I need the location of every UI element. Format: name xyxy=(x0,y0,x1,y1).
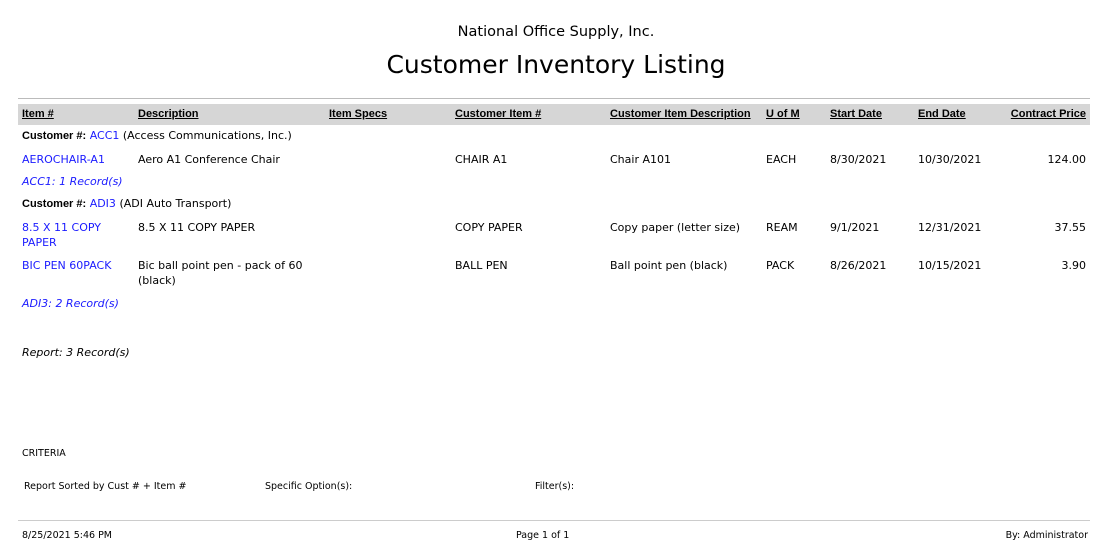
unit-of-measure: EACH xyxy=(766,153,797,166)
report-title: Customer Inventory Listing xyxy=(386,50,726,79)
column-header: Item # xyxy=(22,108,54,120)
column-header: Customer Item Description xyxy=(610,108,751,120)
item-number-link[interactable]: BIC PEN 60PACK xyxy=(22,259,112,272)
start-date: 8/26/2021 xyxy=(830,259,887,272)
customer-item-number: BALL PEN xyxy=(455,259,508,272)
column-header: Contract Price xyxy=(1010,108,1086,120)
filters: Filter(s): xyxy=(535,481,575,492)
footer-datetime: 8/25/2021 5:46 PM xyxy=(22,530,113,541)
item-number-link[interactable]: 8.5 X 11 COPY xyxy=(22,221,101,234)
customer-name: (ADI Auto Transport) xyxy=(119,197,232,210)
customer-item-number: COPY PAPER xyxy=(455,221,523,234)
footer-user: By: Administrator xyxy=(1005,530,1088,541)
criteria-title: CRITERIA xyxy=(22,448,66,459)
customer-label: Customer #: xyxy=(22,130,87,142)
item-number-link[interactable]: PAPER xyxy=(22,236,57,249)
column-header: Start Date xyxy=(830,108,882,120)
end-date: 12/31/2021 xyxy=(918,221,982,234)
item-description: Bic ball point pen - pack of 60 xyxy=(138,259,303,272)
customer-code-link[interactable]: ADI3 xyxy=(89,197,116,210)
contract-price: 3.90 xyxy=(1061,259,1087,272)
unit-of-measure: REAM xyxy=(766,221,798,234)
item-description: 8.5 X 11 COPY PAPER xyxy=(138,221,256,234)
customer-group-header: Customer #: ACC1 (Access Communications,… xyxy=(22,129,292,142)
company-name: National Office Supply, Inc. xyxy=(457,24,655,40)
column-header: Description xyxy=(138,108,199,120)
unit-of-measure: PACK xyxy=(766,259,795,272)
item-description: (black) xyxy=(138,274,176,287)
contract-price: 124.00 xyxy=(1047,153,1087,166)
contract-price: 37.55 xyxy=(1054,221,1087,234)
column-header: Item Specs xyxy=(329,108,388,120)
column-header: U of M xyxy=(766,108,800,120)
customer-name: (Access Communications, Inc.) xyxy=(122,129,292,142)
footer-page: Page 1 of 1 xyxy=(516,530,570,541)
customer-item-description: Chair A101 xyxy=(610,153,671,166)
group-record-count[interactable]: ACC1: 1 Record(s) xyxy=(22,175,123,188)
sort-criteria: Report Sorted by Cust # + Item # xyxy=(24,481,187,492)
specific-options: Specific Option(s): xyxy=(265,481,353,492)
customer-item-description: Copy paper (letter size) xyxy=(610,221,741,234)
column-header: Customer Item # xyxy=(455,108,542,120)
customer-code-link[interactable]: ACC1 xyxy=(89,129,120,142)
column-header: End Date xyxy=(918,108,966,120)
report-total: Report: 3 Record(s) xyxy=(22,346,130,359)
footer-divider xyxy=(18,520,1090,521)
customer-label: Customer #: xyxy=(22,198,87,210)
divider xyxy=(18,98,1090,99)
column-header-bar xyxy=(18,104,1090,125)
start-date: 9/1/2021 xyxy=(830,221,880,234)
end-date: 10/15/2021 xyxy=(918,259,982,272)
customer-group-header: Customer #: ADI3 (ADI Auto Transport) xyxy=(22,197,231,210)
customer-item-description: Ball point pen (black) xyxy=(610,259,728,272)
end-date: 10/30/2021 xyxy=(918,153,982,166)
item-number-link[interactable]: AEROCHAIR-A1 xyxy=(22,153,105,166)
customer-item-number: CHAIR A1 xyxy=(455,153,508,166)
start-date: 8/30/2021 xyxy=(830,153,887,166)
item-description: Aero A1 Conference Chair xyxy=(138,153,280,166)
group-record-count[interactable]: ADI3: 2 Record(s) xyxy=(22,297,119,310)
